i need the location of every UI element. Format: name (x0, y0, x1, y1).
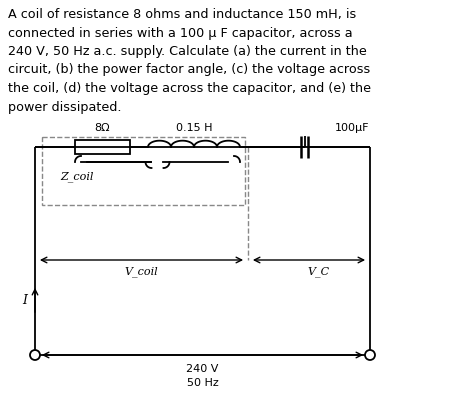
Bar (75, 141, 130, 155)
Text: Z_coil: Z_coil (60, 171, 93, 182)
Text: 50 Hz: 50 Hz (187, 377, 219, 387)
Circle shape (30, 350, 40, 360)
Text: I: I (22, 294, 27, 307)
Text: 0.15 H: 0.15 H (176, 123, 212, 133)
Text: 100μF: 100μF (335, 123, 370, 133)
Text: A coil of resistance 8 ohms and inductance 150 mH, is
connected in series with a: A coil of resistance 8 ohms and inductan… (8, 8, 371, 113)
Text: V_coil: V_coil (125, 265, 158, 276)
Circle shape (365, 350, 375, 360)
Text: V_C: V_C (308, 265, 330, 276)
Text: 8Ω: 8Ω (95, 123, 110, 133)
Text: 240 V: 240 V (186, 363, 219, 373)
